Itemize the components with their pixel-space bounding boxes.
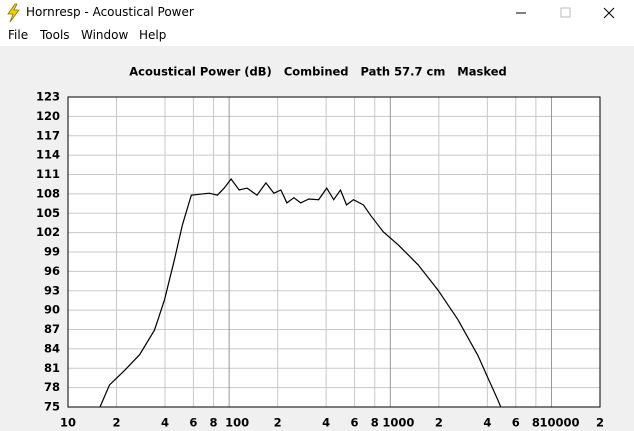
close[interactable]: [603, 7, 615, 19]
y-tick-label: 90: [44, 303, 60, 317]
y-tick-label: 75: [44, 400, 60, 414]
x-tick-label: 6: [189, 416, 197, 430]
x-tick-label: 4: [483, 416, 491, 430]
x-tick-label: 10000: [539, 416, 579, 430]
x-tick-label: 10: [60, 416, 76, 430]
x-tick-label: 6: [512, 416, 520, 430]
x-tick-label: 2: [435, 416, 443, 430]
menu-item[interactable]: Window: [81, 28, 129, 42]
y-tick-label: 99: [44, 245, 60, 259]
y-tick-label: 111: [36, 167, 60, 181]
x-tick-label: 4: [322, 416, 330, 430]
menu-item[interactable]: File: [8, 28, 29, 42]
app-icon: [7, 3, 20, 23]
y-tick-label: 96: [44, 264, 60, 278]
y-tick-label: 87: [44, 322, 60, 336]
y-tick-label: 102: [36, 225, 60, 239]
x-tick-label: 6: [351, 416, 359, 430]
y-tick-label: 84: [44, 341, 60, 355]
menu-bar: File Tools Window Help: [0, 26, 634, 46]
x-tick-label: 1000: [382, 416, 414, 430]
x-tick-label: 100: [225, 416, 249, 430]
x-tick-label: 4: [161, 416, 169, 430]
chart-title: Acoustical Power (dB) Combined Path 57.7…: [129, 65, 506, 79]
chart: Acoustical Power (dB) Combined Path 57.7…: [36, 65, 604, 430]
x-tick-label: 8: [371, 416, 379, 430]
plot-border: [67, 96, 601, 408]
y-tick-label: 93: [44, 283, 60, 297]
y-tick-label: 120: [36, 109, 60, 123]
y-tick-label: 81: [44, 361, 60, 375]
x-tick-label: 2: [596, 416, 604, 430]
x-tick-label: 8: [532, 416, 540, 430]
y-tick-label: 78: [44, 380, 60, 394]
maximize[interactable]: [560, 7, 571, 18]
x-tick-label: 2: [113, 416, 121, 430]
menu-item[interactable]: Tools: [40, 28, 70, 42]
y-tick-label: 123: [36, 90, 60, 104]
y-tick-label: 117: [36, 128, 60, 142]
y-tick-label: 114: [36, 148, 60, 162]
window-buttons[interactable]: [510, 0, 630, 26]
y-tick-label: 108: [36, 186, 60, 200]
title-bar: Hornresp - Acoustical Power: [0, 0, 634, 26]
x-tick-label: 2: [274, 416, 282, 430]
window-title: Hornresp - Acoustical Power: [26, 5, 194, 19]
data-line: [99, 177, 502, 408]
menu-item[interactable]: Help: [139, 28, 167, 42]
x-tick-label: 8: [210, 416, 218, 430]
y-tick-label: 105: [36, 206, 60, 220]
